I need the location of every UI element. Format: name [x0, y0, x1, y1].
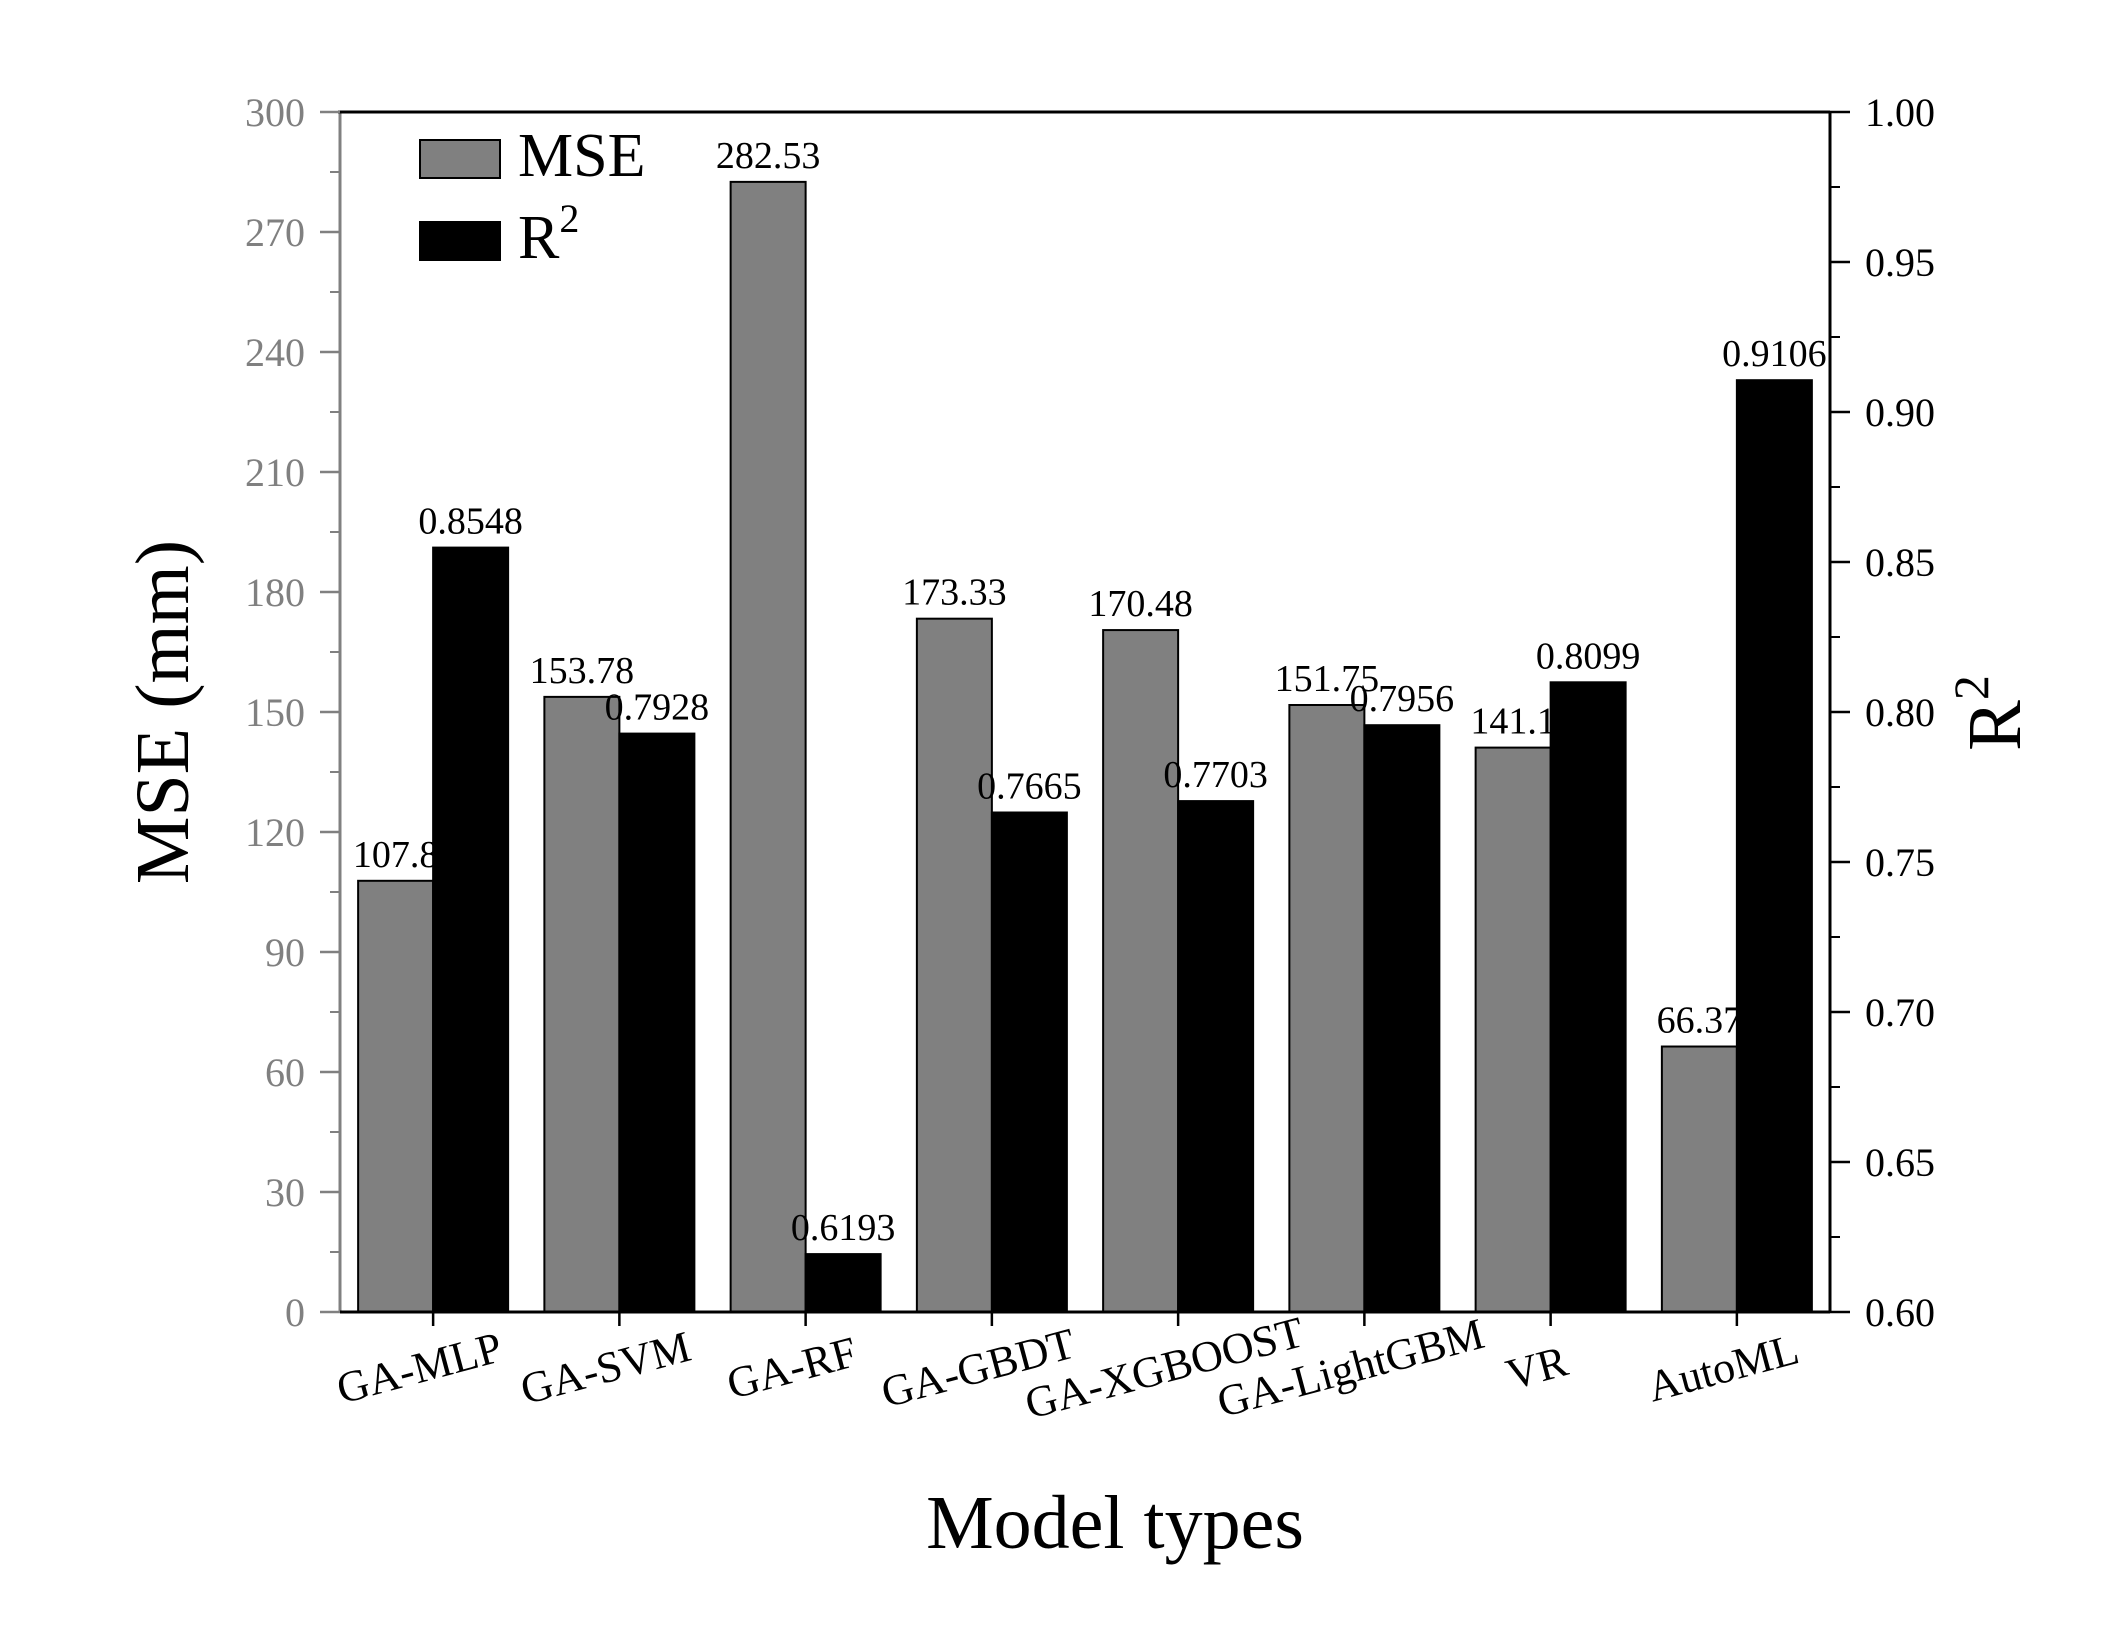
x-tick-label: VR — [1501, 1336, 1573, 1399]
y-right-axis-title: R2 — [1943, 675, 2037, 751]
data-label-r2: 0.7956 — [1350, 678, 1455, 720]
data-label-mse: 151.75 — [1275, 658, 1380, 700]
data-label-r2: 0.7703 — [1163, 754, 1268, 796]
bars-layer — [357, 180, 1813, 1314]
y-right-tick-label: 0.80 — [1865, 690, 1935, 735]
y-right-tick-label: 0.85 — [1865, 540, 1935, 585]
axis-titles: Model types MSE (mm) R2 — [121, 540, 2037, 1565]
y-left-tick-label: 240 — [245, 330, 305, 375]
x-tick-label: GA-RF — [722, 1327, 862, 1409]
bar-mse — [357, 879, 435, 1313]
data-label-r2: 0.8099 — [1536, 635, 1641, 677]
data-label-r2: 0.9106 — [1722, 333, 1827, 375]
y-left-tick-label: 270 — [245, 210, 305, 255]
x-tick-label: GA-MLP — [332, 1322, 508, 1413]
y-left-tick-label: 30 — [265, 1170, 305, 1215]
value-labels-layer: 107.8 0.8548 153.780.7928 282.53 0.6193 173.3… — [353, 135, 1827, 1249]
x-axis-title: Model types — [926, 1481, 1304, 1565]
legend-label-mse: MSE — [518, 122, 645, 190]
data-label-r2: 0.6193 — [791, 1207, 896, 1249]
y-right-tick-label: 0.65 — [1865, 1140, 1935, 1185]
y-left-tick-label: 60 — [265, 1050, 305, 1095]
bar-r2 — [1549, 681, 1627, 1313]
data-label-mse: 170.48 — [1088, 583, 1193, 625]
y-right-tick-label: 0.75 — [1865, 840, 1935, 885]
y-left-tick-label: 180 — [245, 570, 305, 615]
bar-r2 — [1735, 379, 1813, 1313]
y-left-tick-label: 0 — [285, 1290, 305, 1335]
data-label-mse: 66.37 — [1657, 1000, 1743, 1042]
data-label-r2: 0.7665 — [977, 766, 1082, 808]
bar-r2 — [804, 1253, 882, 1313]
data-label-mse: 173.33 — [902, 572, 1007, 614]
bar-mse — [1660, 1045, 1738, 1314]
data-label-r2: 0.8548 — [418, 501, 523, 543]
y-left-axis-title: MSE (mm) — [121, 540, 205, 884]
x-tick-label: GA-SVM — [515, 1322, 695, 1414]
bar-r2 — [618, 732, 696, 1313]
data-label-mse: 153.78 — [530, 650, 635, 692]
y-right-axis-title-superscript: 2 — [1943, 675, 1999, 700]
y-right-tick-label: 0.95 — [1865, 240, 1935, 285]
y-left-tick-label: 120 — [245, 810, 305, 855]
y-left-tick-label: 90 — [265, 930, 305, 975]
legend-swatch-mse — [419, 139, 501, 179]
legend-label-r2: R2 — [518, 196, 579, 272]
data-label-mse: 282.53 — [716, 135, 821, 177]
legend-label-r2-superscript: 2 — [559, 196, 579, 241]
y-right-tick-label: 0.90 — [1865, 390, 1935, 435]
bar-mse — [1102, 629, 1180, 1313]
data-label-mse: 107.8 — [353, 834, 439, 876]
bar-r2 — [1363, 724, 1441, 1313]
y-left-tick-label: 210 — [245, 450, 305, 495]
y-left-tick-label: 300 — [245, 90, 305, 135]
bar-mse — [543, 695, 621, 1313]
bar-r2 — [432, 546, 510, 1313]
y-right-tick-label: 0.60 — [1865, 1290, 1935, 1335]
y-left-tick-label: 150 — [245, 690, 305, 735]
bar-r2 — [990, 811, 1068, 1313]
bar-mse — [1288, 704, 1366, 1313]
x-tick-label: AutoML — [1642, 1324, 1803, 1411]
bar-r2 — [1177, 800, 1255, 1313]
bar-mse — [729, 180, 807, 1313]
bar-mse — [915, 617, 993, 1313]
y-right-tick-label: 1.00 — [1865, 90, 1935, 135]
data-label-r2: 0.7928 — [605, 687, 710, 729]
data-label-mse: 141.1 — [1470, 701, 1556, 743]
legend-swatch-r2 — [419, 221, 501, 261]
y-right-tick-label: 0.70 — [1865, 990, 1935, 1035]
bar-mse — [1474, 746, 1552, 1313]
